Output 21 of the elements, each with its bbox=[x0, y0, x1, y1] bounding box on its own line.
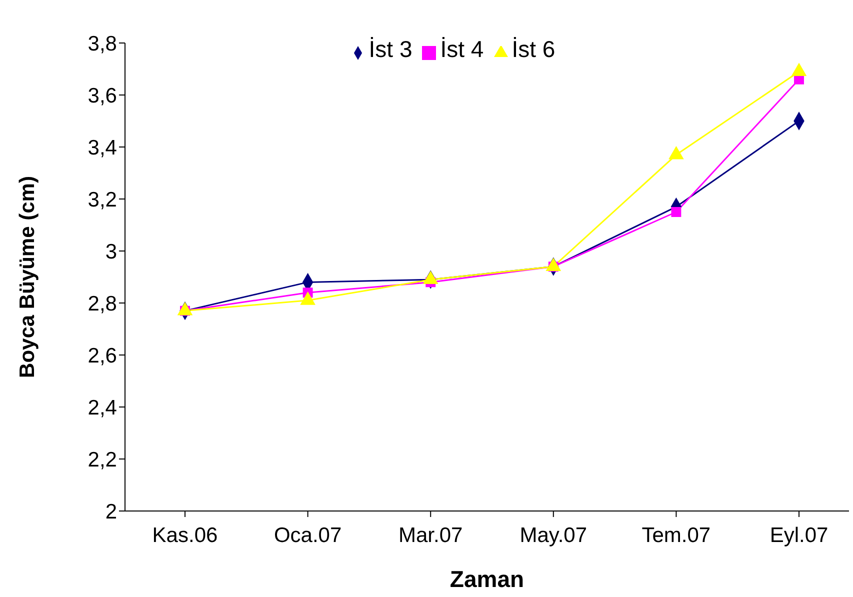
y-tick-label: 2,6 bbox=[88, 344, 117, 368]
legend-label: İst 3 bbox=[368, 36, 412, 62]
y-axis-title: Boyca Büyüme (cm) bbox=[16, 176, 39, 378]
y-tick-label: 2,8 bbox=[88, 292, 117, 316]
y-tick-label: 3,6 bbox=[88, 84, 117, 108]
x-tick-label: Kas.06 bbox=[152, 524, 218, 547]
x-tick-label: May.07 bbox=[520, 524, 588, 547]
legend-label: İst 6 bbox=[512, 36, 556, 62]
x-tick-label: Tem.07 bbox=[642, 524, 711, 547]
x-axis-title: Zaman bbox=[450, 566, 524, 592]
y-tick-label: 2 bbox=[105, 500, 117, 524]
x-tick-label: Oca.07 bbox=[274, 524, 342, 547]
y-tick-label: 3,2 bbox=[88, 188, 117, 212]
x-tick-label: Mar.07 bbox=[398, 524, 463, 547]
legend-label: İst 4 bbox=[440, 36, 484, 62]
y-tick-label: 3,4 bbox=[88, 136, 118, 160]
y-tick-label: 3,8 bbox=[88, 32, 117, 56]
y-tick-label: 2,2 bbox=[88, 448, 117, 472]
x-tick-label: Eyl.07 bbox=[770, 524, 828, 547]
y-tick-label: 2,4 bbox=[88, 396, 118, 420]
y-tick-label: 3 bbox=[105, 240, 117, 264]
